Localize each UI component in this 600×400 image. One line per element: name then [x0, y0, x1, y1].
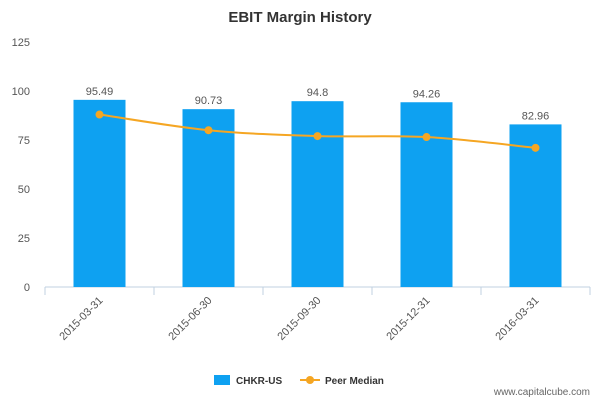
- y-tick-label: 25: [18, 233, 30, 245]
- legend: CHKR-US Peer Median: [214, 375, 384, 387]
- plot-area: 0 25 50 75 100 125 95.49 2015-03-31 90.73 2015-06…: [12, 37, 591, 343]
- chart-title: EBIT Margin History: [228, 9, 372, 26]
- y-tick-label: 100: [12, 86, 30, 98]
- x-tick-label: 2016-03-31: [493, 295, 541, 343]
- legend-label-line: Peer Median: [325, 376, 384, 387]
- legend-label-bars: CHKR-US: [236, 376, 282, 387]
- y-tick-label: 75: [18, 135, 30, 147]
- data-label: 90.73: [195, 95, 223, 107]
- peer-median-point: [531, 143, 540, 152]
- peer-median-point: [422, 133, 431, 142]
- x-tick-label: 2015-12-31: [384, 295, 432, 343]
- data-label: 95.49: [86, 86, 114, 98]
- y-tick-label: 50: [18, 184, 30, 196]
- x-tick-label: 2015-09-30: [275, 295, 323, 343]
- bar: [182, 109, 235, 288]
- peer-median-point: [313, 132, 322, 141]
- peer-median-point: [95, 110, 104, 119]
- legend-swatch-marker: [306, 376, 314, 384]
- y-tick-label: 0: [24, 282, 30, 294]
- peer-median-point: [204, 126, 213, 135]
- bar: [400, 102, 453, 287]
- y-tick-label: 125: [12, 37, 30, 49]
- watermark: www.capitalcube.com: [493, 387, 590, 398]
- x-tick-label: 2015-06-30: [166, 295, 214, 343]
- x-tick-label: 2015-03-31: [57, 295, 105, 343]
- bar: [73, 99, 126, 287]
- data-label: 94.8: [307, 87, 328, 99]
- data-label: 82.96: [522, 110, 550, 122]
- bar: [291, 101, 344, 287]
- data-label: 94.26: [413, 88, 441, 100]
- legend-swatch-bars: [214, 375, 230, 385]
